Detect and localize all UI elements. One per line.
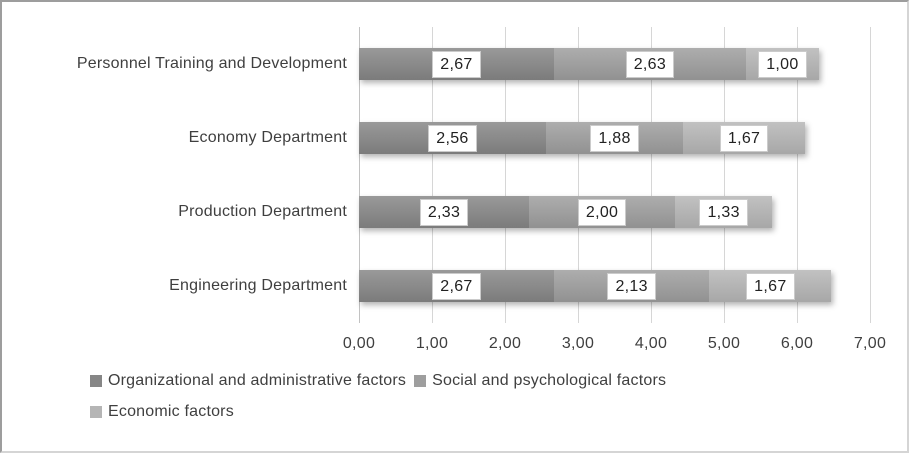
bar-segment-series-3: 1,33 bbox=[675, 196, 773, 228]
legend-item: Organizational and administrative factor… bbox=[90, 372, 406, 390]
bar-segment-series-1: 2,67 bbox=[359, 270, 554, 302]
category-label: Production Department bbox=[178, 203, 347, 220]
data-label: 2,13 bbox=[607, 272, 656, 300]
data-label: 2,67 bbox=[432, 272, 481, 300]
data-label: 2,56 bbox=[428, 124, 477, 152]
legend-marker-icon bbox=[414, 375, 427, 387]
value-axis-line bbox=[359, 27, 360, 323]
x-tick-label: 7,00 bbox=[853, 335, 887, 352]
category-label: Economy Department bbox=[188, 129, 347, 146]
bar-row: 2,33 2,00 1,33 bbox=[359, 175, 870, 249]
stacked-bar: 2,56 1,88 1,67 bbox=[359, 122, 806, 154]
data-label: 1,33 bbox=[699, 198, 748, 226]
x-tick-label: 6,00 bbox=[780, 335, 814, 352]
bar-row: 2,67 2,13 1,67 bbox=[359, 249, 870, 323]
bar-segment-series-2: 2,00 bbox=[529, 196, 676, 228]
stacked-bar: 2,33 2,00 1,33 bbox=[359, 196, 773, 228]
stacked-bar: 2,67 2,13 1,67 bbox=[359, 270, 832, 302]
data-label: 2,33 bbox=[419, 198, 469, 226]
data-label: 2,63 bbox=[625, 50, 675, 78]
bar-segment-series-3: 1,00 bbox=[745, 48, 819, 80]
bar-segment-series-2: 1,88 bbox=[545, 122, 684, 154]
legend-label: Economic factors bbox=[108, 403, 234, 420]
gridline bbox=[432, 27, 433, 323]
bar-row: 2,67 2,63 1,00 bbox=[359, 27, 870, 101]
x-tick-label: 5,00 bbox=[707, 335, 741, 352]
x-tick-label: 2,00 bbox=[488, 335, 522, 352]
category-label: Personnel Training and Development bbox=[76, 55, 347, 72]
gridline bbox=[651, 27, 652, 323]
legend-marker-icon bbox=[90, 375, 102, 387]
x-tick-label: 1,00 bbox=[415, 335, 449, 352]
legend-label: Social and psychological factors bbox=[432, 372, 667, 389]
plot-area: 2,67 2,63 1,00 2,56 1,88 1,67 2,33 2,00 1,33 2,67… bbox=[359, 27, 871, 323]
legend-item: Social and psychological factors bbox=[414, 372, 666, 390]
x-tick-label: 4,00 bbox=[634, 335, 668, 352]
category-axis: Personnel Training and Development Econom… bbox=[8, 27, 347, 323]
bar-segment-series-2: 2,63 bbox=[553, 48, 746, 80]
bar-segment-series-3: 1,67 bbox=[683, 122, 806, 154]
gridline bbox=[797, 27, 798, 323]
data-label: 1,88 bbox=[590, 124, 639, 152]
category-label: Engineering Department bbox=[169, 277, 347, 294]
legend-label: Organizational and administrative factor… bbox=[108, 372, 407, 389]
x-tick-label: 3,00 bbox=[561, 335, 595, 352]
x-axis: 0,00 1,00 2,00 3,00 4,00 5,00 6,00 7,00 bbox=[343, 335, 886, 355]
bar-segment-series-2: 2,13 bbox=[553, 270, 710, 302]
gridline bbox=[578, 27, 579, 323]
x-tick-label: 0,00 bbox=[342, 335, 376, 352]
data-label: 1,67 bbox=[719, 124, 769, 152]
data-label: 1,67 bbox=[746, 272, 795, 300]
legend-item: Economic factors bbox=[90, 403, 234, 421]
data-label: 2,67 bbox=[432, 50, 481, 78]
bar-row: 2,56 1,88 1,67 bbox=[359, 101, 870, 175]
bar-segment-series-1: 2,33 bbox=[359, 196, 530, 228]
data-label: 1,00 bbox=[758, 50, 807, 78]
bar-segment-series-1: 2,67 bbox=[359, 48, 554, 80]
gridline bbox=[505, 27, 506, 323]
data-label: 2,00 bbox=[577, 198, 627, 226]
legend-marker-icon bbox=[90, 406, 102, 418]
gridline bbox=[870, 27, 871, 323]
bar-segment-series-3: 1,67 bbox=[709, 270, 832, 302]
stacked-bar: 2,67 2,63 1,00 bbox=[359, 48, 819, 80]
legend: Organizational and administrative factor… bbox=[90, 372, 790, 421]
bar-segment-series-1: 2,56 bbox=[359, 122, 546, 154]
gridline bbox=[724, 27, 725, 323]
